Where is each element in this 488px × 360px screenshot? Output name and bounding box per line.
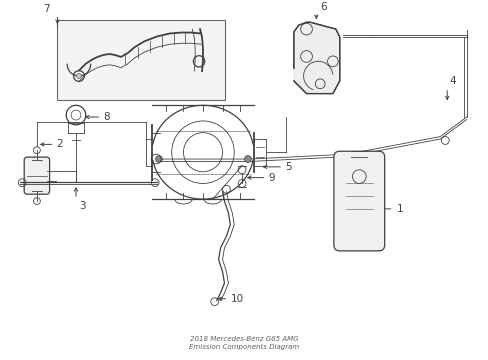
Text: 3: 3 xyxy=(79,201,85,211)
Text: 6: 6 xyxy=(320,1,326,12)
Text: 7: 7 xyxy=(42,4,49,14)
FancyBboxPatch shape xyxy=(24,157,49,194)
Text: 10: 10 xyxy=(230,294,243,304)
Text: 1: 1 xyxy=(396,204,402,214)
Text: 4: 4 xyxy=(448,76,455,86)
Text: 9: 9 xyxy=(268,172,274,183)
Bar xyxy=(57,20,225,100)
Text: 2018 Mercedes-Benz G65 AMG
Emission Components Diagram: 2018 Mercedes-Benz G65 AMG Emission Comp… xyxy=(188,336,299,350)
Polygon shape xyxy=(293,22,339,94)
Circle shape xyxy=(244,156,251,162)
Text: 8: 8 xyxy=(103,112,110,122)
Circle shape xyxy=(76,73,81,78)
Text: 5: 5 xyxy=(285,162,291,172)
Circle shape xyxy=(155,156,162,162)
Text: 2: 2 xyxy=(56,139,63,149)
FancyBboxPatch shape xyxy=(333,151,384,251)
